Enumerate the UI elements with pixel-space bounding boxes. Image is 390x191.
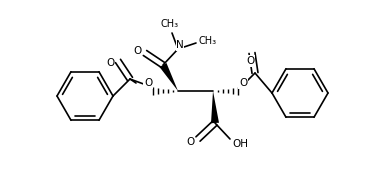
Text: O: O (186, 137, 194, 147)
Text: OH: OH (232, 139, 248, 149)
Text: O: O (239, 78, 247, 88)
Text: O: O (246, 56, 254, 66)
Text: CH₃: CH₃ (161, 19, 179, 29)
Text: CH₃: CH₃ (199, 36, 217, 46)
Text: O: O (106, 58, 114, 68)
Polygon shape (211, 91, 219, 123)
Text: O: O (144, 78, 152, 88)
Text: O: O (133, 46, 141, 56)
Polygon shape (160, 63, 178, 91)
Text: N: N (176, 40, 184, 50)
